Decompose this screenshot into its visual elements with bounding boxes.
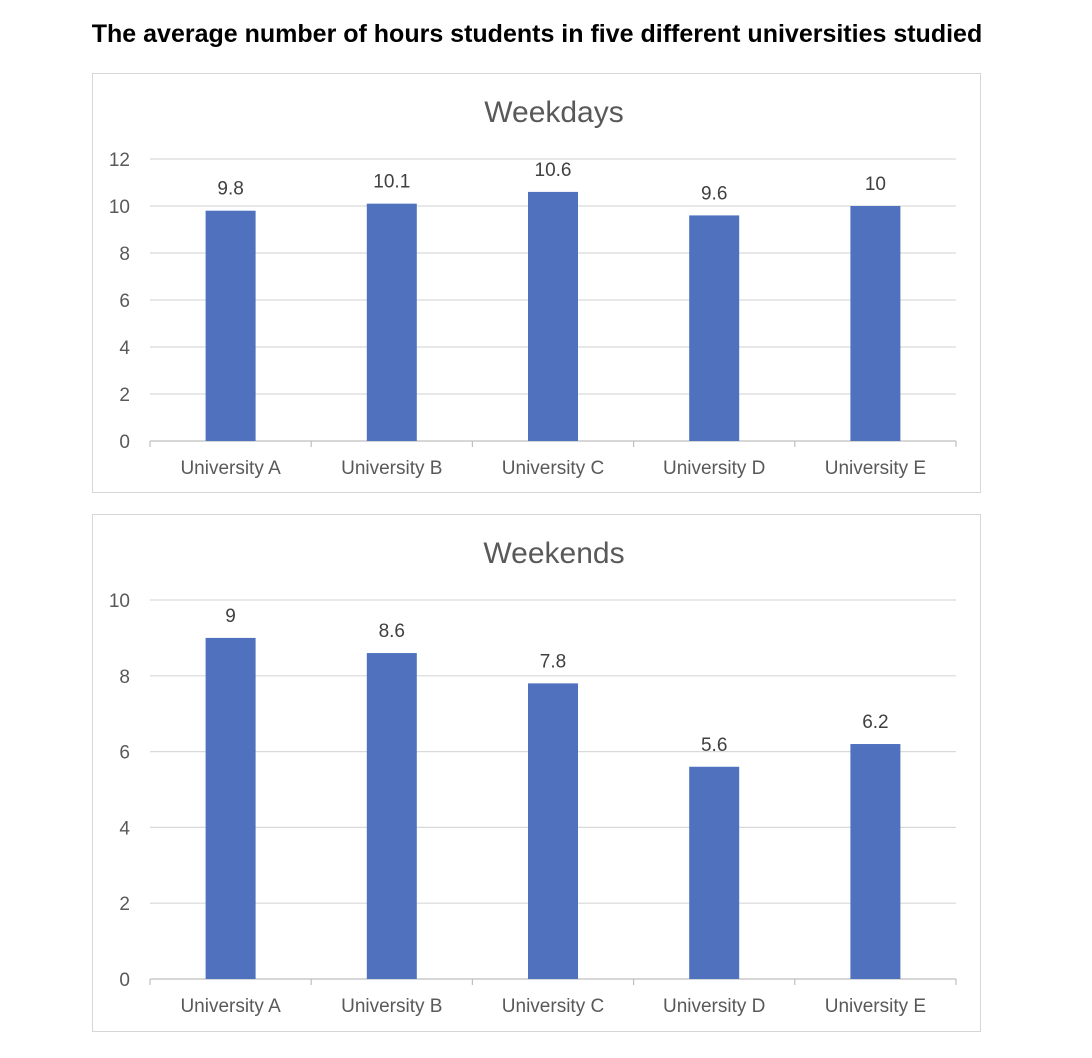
data-label: 5.6 [701, 735, 727, 756]
x-category-label: University E [825, 996, 926, 1017]
bar-university-b [366, 203, 417, 441]
bar-university-a [205, 210, 256, 441]
data-label: 10.1 [373, 172, 410, 193]
page-title: The average number of hours students in … [91, 20, 983, 48]
chart-title: Weekdays [484, 96, 624, 129]
data-label: 6.2 [862, 712, 888, 733]
y-tick-label: 10 [109, 197, 130, 218]
y-tick-label: 10 [109, 591, 130, 612]
y-tick-label: 6 [119, 291, 130, 312]
y-tick-label: 6 [119, 743, 130, 764]
x-category-label: University A [180, 996, 281, 1017]
y-tick-label: 8 [119, 244, 130, 265]
y-tick-label: 8 [119, 667, 130, 688]
y-tick-label: 4 [119, 338, 130, 359]
bar-university-a [205, 637, 256, 979]
x-category-label: University B [341, 996, 442, 1017]
x-category-label: University D [663, 458, 765, 479]
y-tick-label: 2 [119, 385, 130, 406]
data-label: 8.6 [379, 621, 405, 642]
x-category-label: University B [341, 458, 442, 479]
y-tick-label: 4 [119, 818, 130, 839]
bar-university-e [850, 744, 901, 979]
data-label: 9.6 [701, 183, 727, 204]
bar-university-d [689, 766, 740, 979]
weekdays-chart: Weekdays 0 2 4 6 8 10 12 9.8 University A 10.1 Univ… [92, 73, 981, 493]
data-label: 9 [225, 606, 236, 627]
x-category-label: University C [502, 458, 604, 479]
bar-university-b [366, 653, 417, 979]
data-label: 7.8 [540, 651, 566, 672]
bar-university-c [528, 683, 578, 979]
bar-university-c [528, 191, 578, 441]
data-label: 9.8 [217, 179, 243, 200]
weekdays-chart-svg: Weekdays 0 2 4 6 8 10 12 9.8 University A 10.1 Univ… [109, 96, 957, 479]
bar-university-e [850, 206, 901, 441]
chart-title: Weekends [483, 537, 624, 570]
data-label: 10.6 [535, 160, 572, 181]
bar-university-d [689, 215, 740, 441]
x-category-label: University D [663, 996, 765, 1017]
x-category-label: University A [180, 458, 281, 479]
x-category-label: University C [502, 996, 604, 1017]
x-category-label: University E [825, 458, 926, 479]
weekends-chart: Weekends 0 2 4 6 8 10 9 University A 8.6 Universit… [92, 514, 981, 1032]
y-tick-label: 12 [109, 150, 130, 171]
weekends-chart-svg: Weekends 0 2 4 6 8 10 9 University A 8.6 Universit… [109, 537, 957, 1017]
data-label: 10 [865, 174, 886, 195]
y-tick-label: 0 [119, 432, 130, 453]
y-tick-label: 0 [119, 970, 130, 991]
y-tick-label: 2 [119, 894, 130, 915]
